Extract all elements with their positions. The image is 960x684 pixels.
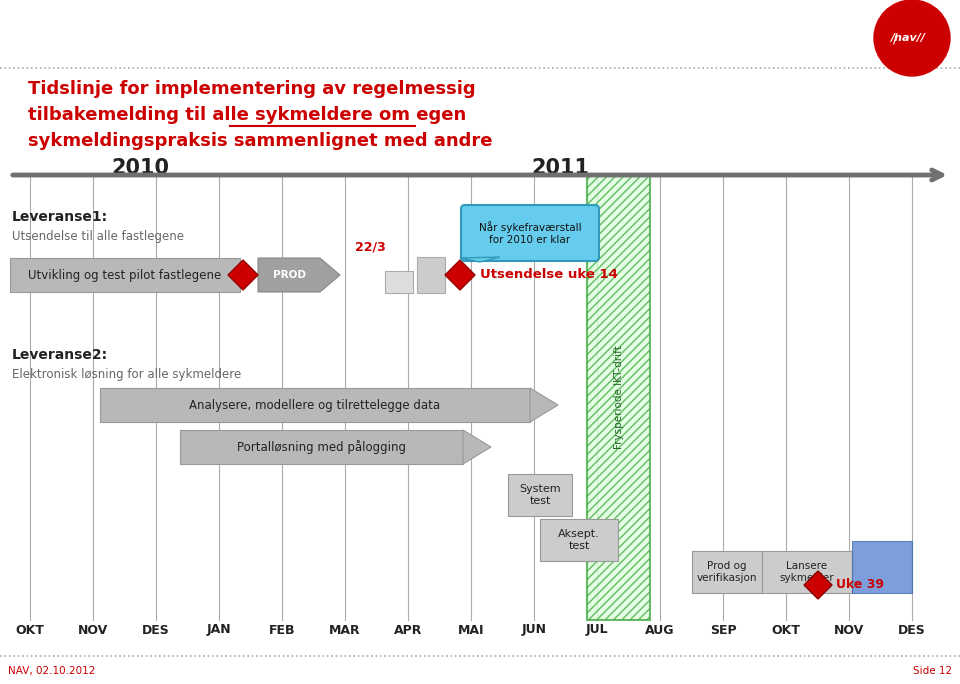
Text: JAN: JAN xyxy=(206,624,231,637)
Text: JUN: JUN xyxy=(521,624,546,637)
Text: /nav//: /nav// xyxy=(891,33,925,43)
Text: Elektronisk løsning for alle sykmeldere: Elektronisk løsning for alle sykmeldere xyxy=(12,368,241,381)
Text: /: / xyxy=(893,31,898,45)
Text: OKT: OKT xyxy=(15,624,44,637)
Text: APR: APR xyxy=(394,624,422,637)
Text: Leveranse2:: Leveranse2: xyxy=(12,348,108,362)
Text: Lansere
sykmelder: Lansere sykmelder xyxy=(780,561,834,583)
Text: Uke 39: Uke 39 xyxy=(836,579,884,592)
Polygon shape xyxy=(530,388,558,422)
Text: PROD: PROD xyxy=(273,270,305,280)
Polygon shape xyxy=(804,571,832,599)
Text: System
test: System test xyxy=(519,484,561,505)
Text: sykmeldingspraksis sammenlignet med andre: sykmeldingspraksis sammenlignet med andr… xyxy=(28,132,492,150)
Bar xyxy=(10,258,240,292)
Circle shape xyxy=(874,0,950,76)
Text: DES: DES xyxy=(899,624,925,637)
Text: Når sykefraværstall
for 2010 er klar: Når sykefraværstall for 2010 er klar xyxy=(479,221,582,245)
Text: SEP: SEP xyxy=(709,624,736,637)
Bar xyxy=(540,519,618,561)
Text: NOV: NOV xyxy=(834,624,864,637)
Bar xyxy=(180,430,463,464)
Text: Tidslinje for implementering av regelmessig: Tidslinje for implementering av regelmes… xyxy=(28,80,475,98)
Text: Frysperiode IKT-drift: Frysperiode IKT-drift xyxy=(613,345,623,449)
Text: Analysere, modellere og tilrettelegge data: Analysere, modellere og tilrettelegge da… xyxy=(189,399,441,412)
Text: tilbakemelding til alle sykmeldere om egen: tilbakemelding til alle sykmeldere om eg… xyxy=(28,106,467,124)
Text: OKT: OKT xyxy=(772,624,801,637)
Polygon shape xyxy=(258,258,340,292)
Text: MAR: MAR xyxy=(329,624,361,637)
Bar xyxy=(762,551,852,593)
Bar xyxy=(417,257,445,293)
Bar xyxy=(852,541,912,593)
Text: FEB: FEB xyxy=(269,624,296,637)
Text: Portalløsning med pålogging: Portalløsning med pålogging xyxy=(237,440,406,454)
Text: JUL: JUL xyxy=(586,624,609,637)
Text: Prod og
verifikasjon: Prod og verifikasjon xyxy=(697,561,757,583)
Text: 22/3: 22/3 xyxy=(354,240,385,253)
Bar xyxy=(692,551,762,593)
Bar xyxy=(587,175,650,620)
Text: 2010: 2010 xyxy=(111,158,169,178)
Text: MAI: MAI xyxy=(458,624,484,637)
Text: NAV, 02.10.2012: NAV, 02.10.2012 xyxy=(8,666,95,676)
Bar xyxy=(508,474,572,516)
Polygon shape xyxy=(228,260,258,290)
Text: NOV: NOV xyxy=(78,624,108,637)
Text: AUG: AUG xyxy=(645,624,675,637)
Bar xyxy=(100,388,530,422)
Text: Leveranse1:: Leveranse1: xyxy=(12,210,108,224)
Text: Utsendelse til alle fastlegene: Utsendelse til alle fastlegene xyxy=(12,230,184,243)
Text: Aksept.
test: Aksept. test xyxy=(558,529,600,551)
Polygon shape xyxy=(445,260,475,290)
Polygon shape xyxy=(463,430,491,464)
FancyBboxPatch shape xyxy=(461,205,599,261)
Bar xyxy=(385,271,413,293)
Text: 2011: 2011 xyxy=(531,158,589,178)
Text: Utvikling og test pilot fastlegene: Utvikling og test pilot fastlegene xyxy=(29,269,222,282)
Text: Utsendelse uke 14: Utsendelse uke 14 xyxy=(480,269,618,282)
Text: DES: DES xyxy=(142,624,170,637)
Polygon shape xyxy=(460,257,500,262)
Text: Side 12: Side 12 xyxy=(913,666,952,676)
